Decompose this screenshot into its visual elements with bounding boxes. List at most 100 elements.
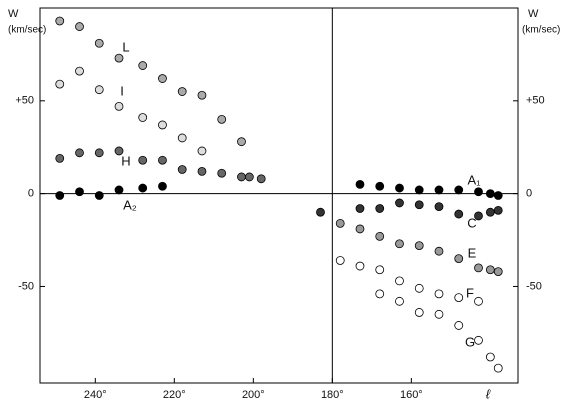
point	[237, 137, 246, 147]
point	[485, 189, 495, 199]
point	[177, 87, 187, 96]
series-label: H	[121, 153, 130, 168]
point	[395, 198, 404, 208]
point	[414, 283, 424, 293]
point	[434, 202, 444, 212]
point	[355, 224, 365, 234]
point	[395, 276, 404, 286]
point	[197, 146, 207, 156]
x-tick-label: 160°	[400, 389, 423, 401]
point	[75, 148, 84, 158]
y2-tick-label: 0	[526, 188, 532, 200]
point	[55, 191, 65, 200]
y2-label: W	[528, 8, 539, 20]
y-tick-label: -50	[18, 280, 34, 292]
point	[414, 200, 424, 210]
point	[454, 209, 464, 219]
point	[434, 309, 444, 319]
point	[414, 308, 424, 317]
point	[158, 120, 167, 130]
series-label: L	[122, 39, 129, 54]
point	[217, 168, 227, 178]
series-label: A₁	[467, 172, 481, 187]
y-tick-label: 0	[28, 188, 34, 200]
y-unit: (km/sec)	[8, 25, 46, 36]
point	[414, 241, 424, 251]
series-label: C	[467, 215, 476, 230]
point	[114, 53, 124, 63]
point	[375, 231, 385, 241]
point	[454, 185, 464, 195]
series-label: E	[468, 245, 477, 260]
x-tick-label: 180°	[321, 389, 344, 401]
series-label: A₂	[123, 197, 137, 212]
point	[434, 185, 444, 195]
y-label: W	[8, 8, 19, 20]
point	[454, 321, 464, 330]
point	[493, 267, 503, 277]
point	[316, 207, 325, 217]
point	[177, 133, 187, 143]
y2-tick-label: -50	[526, 280, 542, 292]
point	[474, 187, 483, 197]
point	[493, 191, 503, 200]
y-tick-label: +50	[15, 95, 34, 107]
point	[158, 181, 167, 191]
series-label: F	[466, 285, 474, 300]
point	[55, 16, 65, 26]
y2-tick-label: +50	[526, 95, 545, 107]
point	[237, 172, 246, 182]
point	[75, 22, 84, 31]
point	[177, 165, 187, 174]
point	[474, 263, 483, 273]
point	[493, 363, 503, 373]
series-label: G	[465, 334, 475, 349]
point	[395, 296, 404, 306]
point	[55, 79, 65, 89]
point	[138, 183, 148, 193]
point	[485, 207, 495, 217]
point	[158, 155, 167, 165]
point	[244, 172, 254, 182]
point	[94, 148, 104, 158]
point	[197, 166, 207, 176]
point	[375, 265, 385, 275]
point	[485, 265, 495, 275]
point	[474, 211, 483, 221]
point	[75, 66, 84, 76]
series-label: I	[120, 83, 124, 98]
point	[114, 146, 124, 156]
point	[355, 204, 365, 213]
point	[138, 155, 148, 165]
x-label: ℓ	[486, 386, 491, 401]
point	[114, 101, 124, 111]
x-tick-label: 220°	[163, 389, 186, 401]
point	[217, 114, 227, 124]
point	[375, 181, 385, 191]
point	[474, 335, 483, 345]
x-tick-label: 240°	[84, 389, 107, 401]
point	[414, 185, 424, 195]
point	[335, 256, 345, 265]
point	[375, 204, 385, 213]
point	[454, 254, 464, 264]
point	[114, 185, 124, 195]
point	[94, 38, 104, 48]
point	[474, 296, 483, 306]
point	[434, 289, 444, 299]
point	[94, 85, 104, 95]
point	[75, 187, 84, 197]
point	[454, 293, 464, 303]
point	[485, 352, 495, 362]
point	[355, 261, 365, 271]
x-tick-label: 200°	[242, 389, 265, 401]
point	[138, 113, 148, 122]
point	[55, 153, 65, 163]
point	[256, 174, 266, 184]
point	[197, 90, 207, 100]
point	[94, 191, 104, 200]
point	[395, 239, 404, 249]
point	[434, 246, 444, 256]
point	[335, 218, 345, 228]
